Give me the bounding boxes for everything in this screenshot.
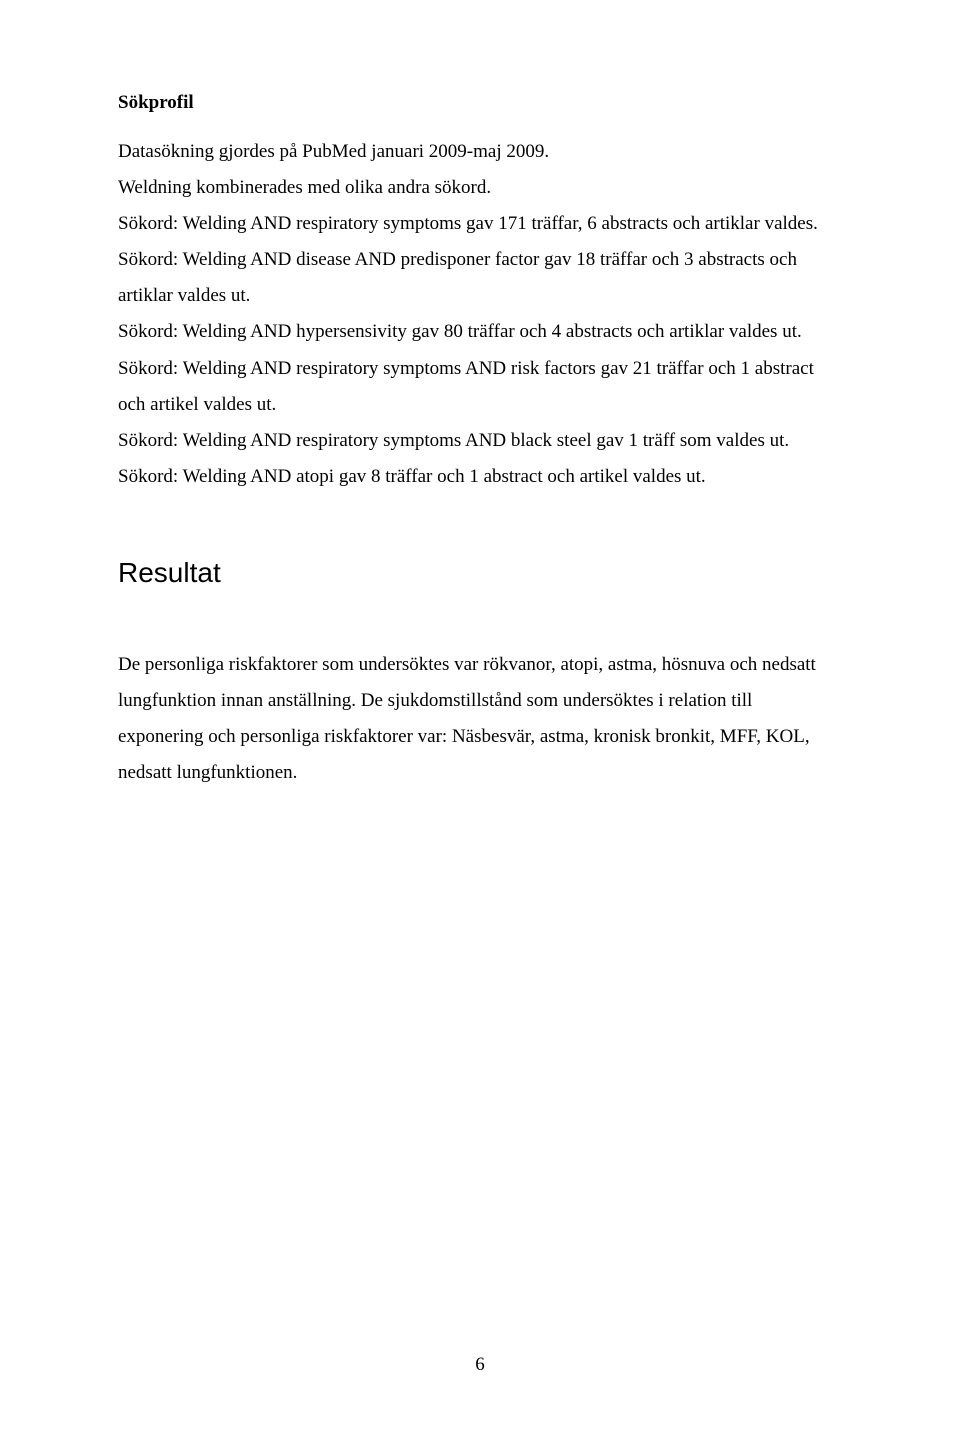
paragraph: Sökord: Welding AND respiratory symptoms… (118, 351, 842, 423)
paragraph: Sökord: Welding AND respiratory symptoms… (118, 206, 842, 242)
paragraph: Sökord: Welding AND respiratory symptoms… (118, 423, 842, 459)
paragraph: Sökord: Welding AND atopi gav 8 träffar … (118, 459, 842, 495)
section-heading-sokprofil: Sökprofil (118, 92, 842, 114)
document-page: Sökprofil Datasökning gjordes på PubMed … (0, 0, 960, 791)
section-heading-resultat: Resultat (118, 557, 842, 589)
paragraph: Datasökning gjordes på PubMed januari 20… (118, 134, 842, 170)
page-number: 6 (0, 1354, 960, 1376)
paragraph: Sökord: Welding AND hypersensivity gav 8… (118, 314, 842, 350)
paragraph: Sökord: Welding AND disease AND predispo… (118, 242, 842, 314)
paragraph: Weldning kombinerades med olika andra sö… (118, 170, 842, 206)
paragraph: De personliga riskfaktorer som undersökt… (118, 647, 842, 791)
resultat-body: De personliga riskfaktorer som undersökt… (118, 647, 842, 791)
sokprofil-body: Datasökning gjordes på PubMed januari 20… (118, 134, 842, 495)
